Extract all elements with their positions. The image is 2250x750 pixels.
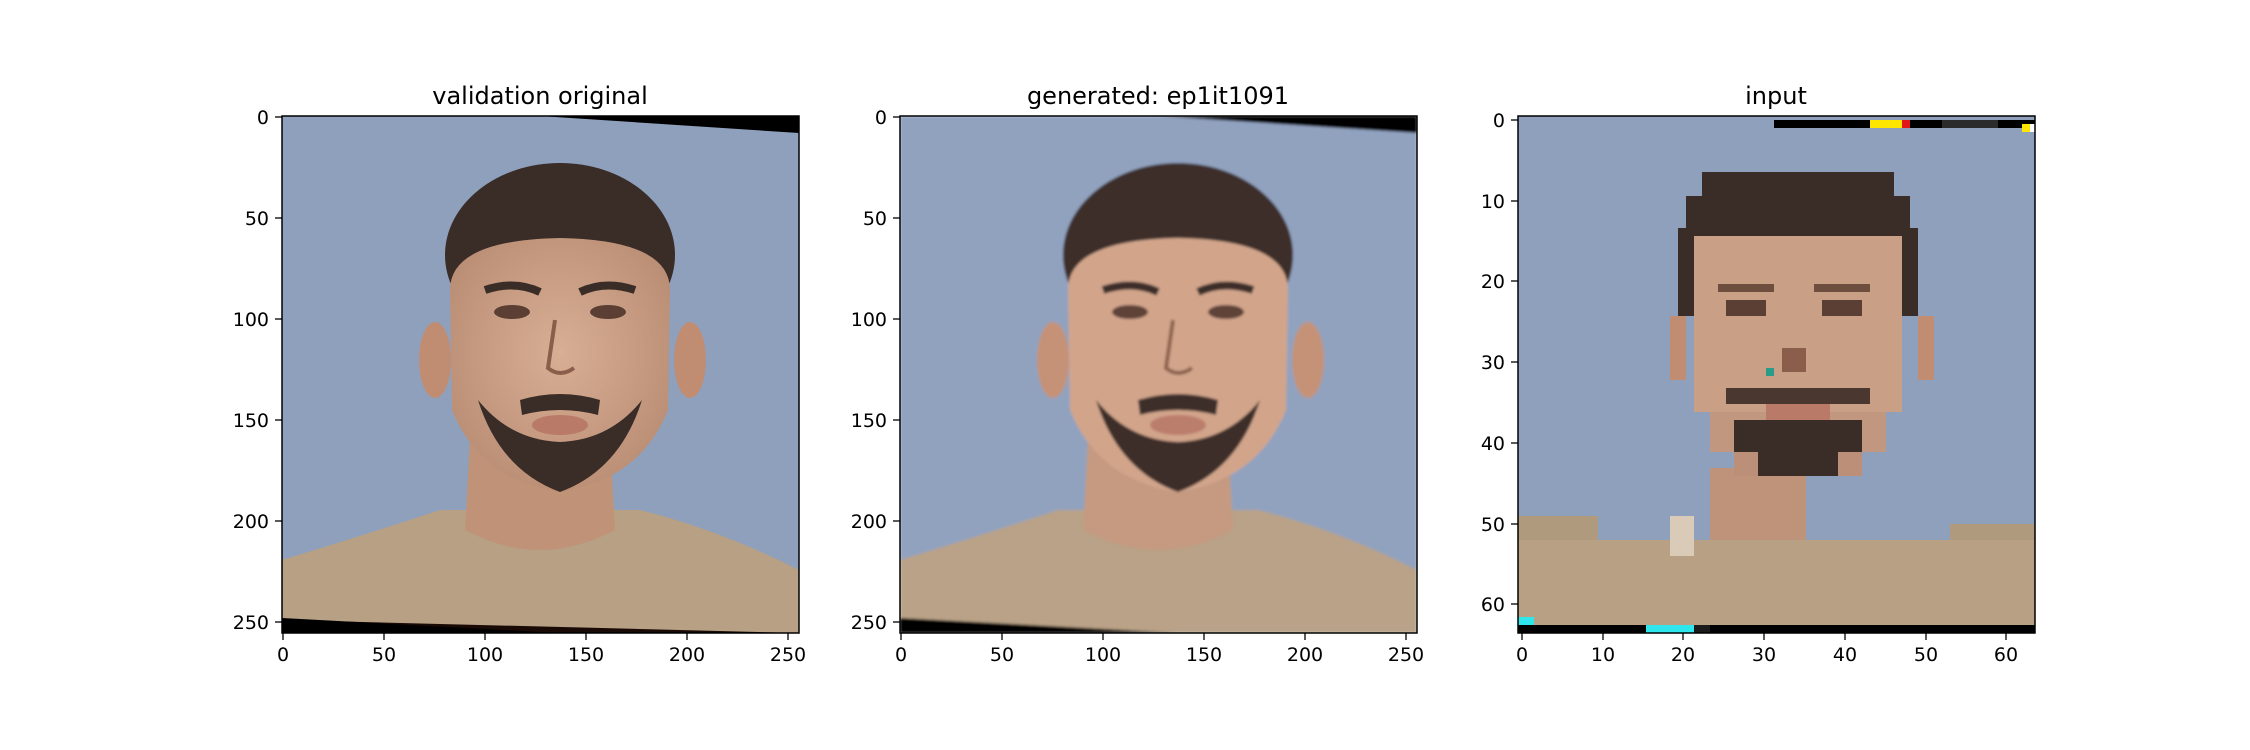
panel-title: validation original [432,82,648,110]
face-photo-original [282,116,799,633]
panel-title: generated: ep1it1091 [1027,82,1289,110]
y-tick-label: 100 [851,309,887,331]
x-tick-label: 150 [1186,644,1222,666]
x-tick-label: 30 [1752,644,1776,666]
x-tick-label: 100 [467,644,503,666]
x-tick-label: 50 [372,644,396,666]
x-axis: 0 50 100 150 200 250 [895,633,1424,666]
y-tick-label: 250 [233,612,269,634]
panel-input: input [1481,82,2036,666]
y-tick-label: 0 [875,107,887,129]
y-tick-label: 50 [863,208,887,230]
y-tick-label: 200 [233,511,269,533]
panel-validation-original: validation original [233,82,806,666]
x-tick-label: 100 [1085,644,1121,666]
y-tick-label: 20 [1481,271,1505,293]
axes-frame [281,115,800,634]
x-tick-label: 50 [1914,644,1938,666]
y-tick-label: 10 [1481,191,1505,213]
axes-frame [899,115,1418,634]
x-tick-label: 200 [669,644,705,666]
y-axis: 0 50 100 150 200 250 [233,107,282,634]
x-tick-label: 60 [1994,644,2018,666]
y-tick-label: 50 [1481,514,1505,536]
y-tick-label: 0 [1493,110,1505,132]
panel-generated: generated: ep1it1091 [851,82,1424,666]
y-tick-label: 50 [245,208,269,230]
x-tick-label: 0 [277,644,289,666]
x-tick-label: 20 [1671,644,1695,666]
x-tick-label: 10 [1591,644,1615,666]
face-photo-input-pixelated [1518,116,2035,633]
x-tick-label: 200 [1287,644,1323,666]
face-photo-generated [900,116,1417,633]
y-tick-label: 0 [257,107,269,129]
y-tick-label: 150 [233,410,269,432]
x-tick-label: 50 [990,644,1014,666]
panel-title: input [1745,82,1807,110]
y-axis: 0 50 100 150 200 250 [851,107,900,634]
y-tick-label: 150 [851,410,887,432]
x-tick-label: 250 [1388,644,1424,666]
x-tick-label: 250 [770,644,806,666]
y-tick-label: 40 [1481,433,1505,455]
y-tick-label: 250 [851,612,887,634]
y-tick-label: 200 [851,511,887,533]
x-tick-label: 40 [1833,644,1857,666]
x-axis: 0 50 100 150 200 250 [277,633,806,666]
x-tick-label: 150 [568,644,604,666]
axes-frame [1517,115,2036,634]
x-tick-label: 0 [895,644,907,666]
y-tick-label: 30 [1481,352,1505,374]
x-tick-label: 0 [1516,644,1528,666]
y-tick-label: 60 [1481,594,1505,616]
y-tick-label: 100 [233,309,269,331]
y-axis: 0 10 20 30 40 50 60 [1481,110,1518,616]
x-axis: 0 10 20 30 40 50 60 [1516,633,2018,666]
